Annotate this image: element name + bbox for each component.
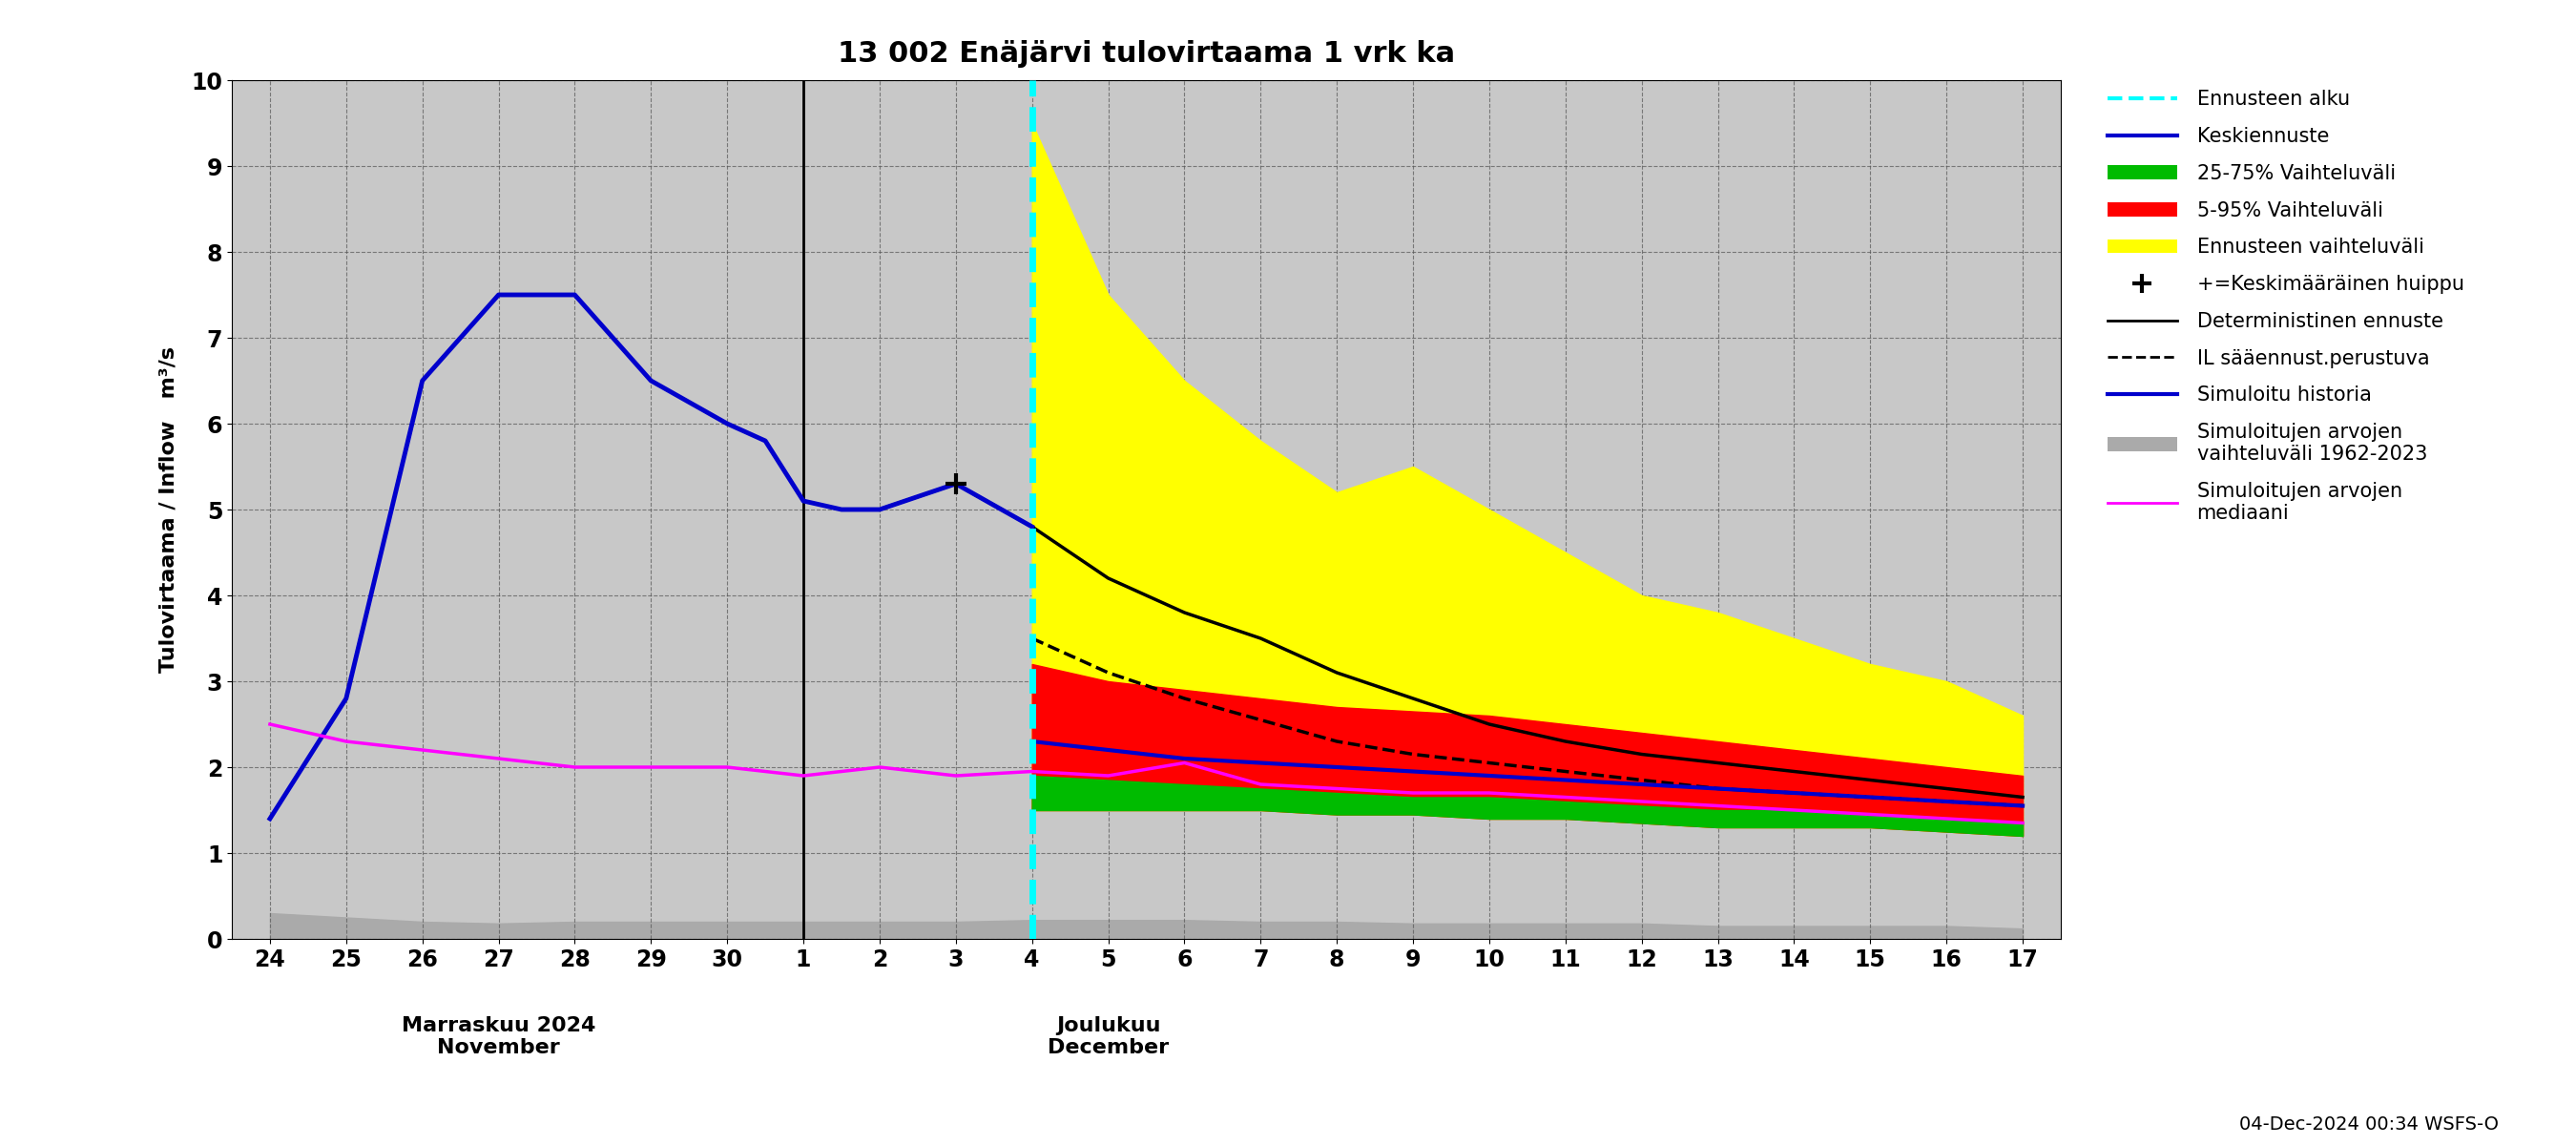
Title: 13 002 Enäjärvi tulovirtaama 1 vrk ka: 13 002 Enäjärvi tulovirtaama 1 vrk ka (837, 40, 1455, 68)
Text: Marraskuu 2024
November: Marraskuu 2024 November (402, 1016, 595, 1057)
Legend: Ennusteen alku, Keskiennuste, 25-75% Vaihteluväli, 5-95% Vaihteluväli, Ennusteen: Ennusteen alku, Keskiennuste, 25-75% Vai… (2107, 90, 2463, 523)
Text: 04-Dec-2024 00:34 WSFS-O: 04-Dec-2024 00:34 WSFS-O (2239, 1115, 2499, 1134)
Text: Joulukuu
December: Joulukuu December (1048, 1016, 1170, 1057)
Y-axis label: Tulovirtaama / Inflow   m³/s: Tulovirtaama / Inflow m³/s (160, 346, 178, 672)
